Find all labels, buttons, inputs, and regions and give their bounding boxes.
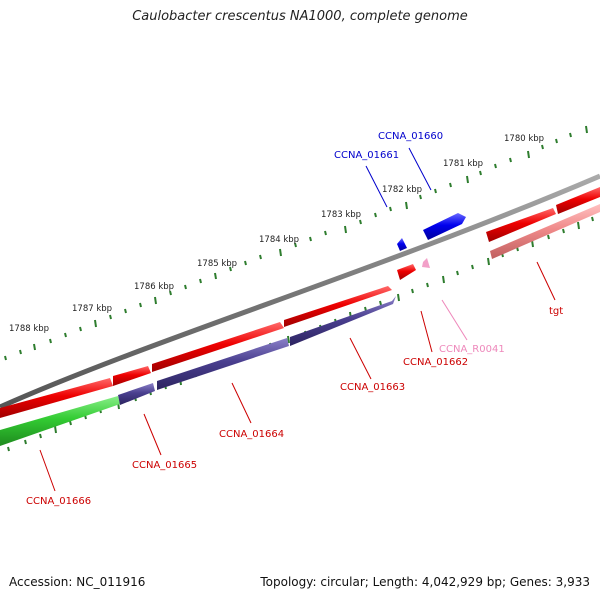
gene-ccna-01661-arrow[interactable] xyxy=(397,238,407,251)
label-ccna-01665: CCNA_01665 xyxy=(132,460,197,471)
scale-label-1782: 1782 kbp xyxy=(382,185,422,195)
genome-backbone xyxy=(0,173,600,410)
outer-scale-ticks xyxy=(4,125,588,361)
scale-label-1786: 1786 kbp xyxy=(134,282,174,292)
gene-ccna-01665-reverse-arrow[interactable] xyxy=(118,383,155,405)
gene-ccna-01666-arrow[interactable] xyxy=(0,378,113,418)
gene-ccna-01666-reverse-arrow[interactable] xyxy=(0,396,120,446)
blue-features[interactable] xyxy=(397,213,466,251)
scale-label-1784: 1784 kbp xyxy=(259,235,299,245)
reverse-strand-features[interactable] xyxy=(0,204,600,446)
scale-label-1787: 1787 kbp xyxy=(72,304,112,314)
scale-label-1781: 1781 kbp xyxy=(443,159,483,169)
gene-upstream-arrow[interactable] xyxy=(556,187,600,214)
gene-ccna-01663-arrow[interactable] xyxy=(284,286,392,327)
scale-label-1780: 1780 kbp xyxy=(504,134,544,144)
gene-ccna-01665-arrow[interactable] xyxy=(113,366,151,386)
label-ccna-r0041: CCNA_R0041 xyxy=(439,344,505,355)
scale-label-1785: 1785 kbp xyxy=(197,259,237,269)
gene-labels: CCNA_01660 CCNA_01661 tgt CCNA_R0041 CCN… xyxy=(26,131,563,507)
gene-tgt-arrow[interactable] xyxy=(486,208,556,242)
forward-strand-features[interactable] xyxy=(0,187,600,418)
label-ccna-01663: CCNA_01663 xyxy=(340,382,405,393)
map-title: Caulobacter crescentus NA1000, complete … xyxy=(132,9,468,24)
genome-summary-text: Topology: circular; Length: 4,042,929 bp… xyxy=(260,575,590,589)
gene-ccna-01664-arrow[interactable] xyxy=(152,322,284,372)
label-ccna-01666: CCNA_01666 xyxy=(26,496,91,507)
gene-ccna-01660-arrow[interactable] xyxy=(423,213,466,240)
accession-text: Accession: NC_011916 xyxy=(9,575,146,589)
gene-ccna-01663-reverse-arrow[interactable] xyxy=(290,296,396,346)
label-tgt: tgt xyxy=(549,306,563,317)
gene-tgt-reverse-arrow[interactable] xyxy=(490,204,600,259)
label-ccna-01664: CCNA_01664 xyxy=(219,429,284,440)
scale-label-1783: 1783 kbp xyxy=(321,210,361,220)
rna-ccna-r0041-marker[interactable] xyxy=(422,258,430,268)
label-ccna-01661: CCNA_01661 xyxy=(334,150,399,161)
label-ccna-01660: CCNA_01660 xyxy=(378,131,443,142)
scale-label-1788: 1788 kbp xyxy=(9,324,49,334)
scale-labels: 1780 kbp 1781 kbp 1782 kbp 1783 kbp 1784… xyxy=(9,134,544,334)
gene-ccna-01664-reverse-arrow[interactable] xyxy=(157,338,289,390)
label-ccna-01662: CCNA_01662 xyxy=(403,357,468,368)
label-leaders xyxy=(39,147,556,492)
gene-ccna-01662-arrow[interactable] xyxy=(397,264,416,280)
